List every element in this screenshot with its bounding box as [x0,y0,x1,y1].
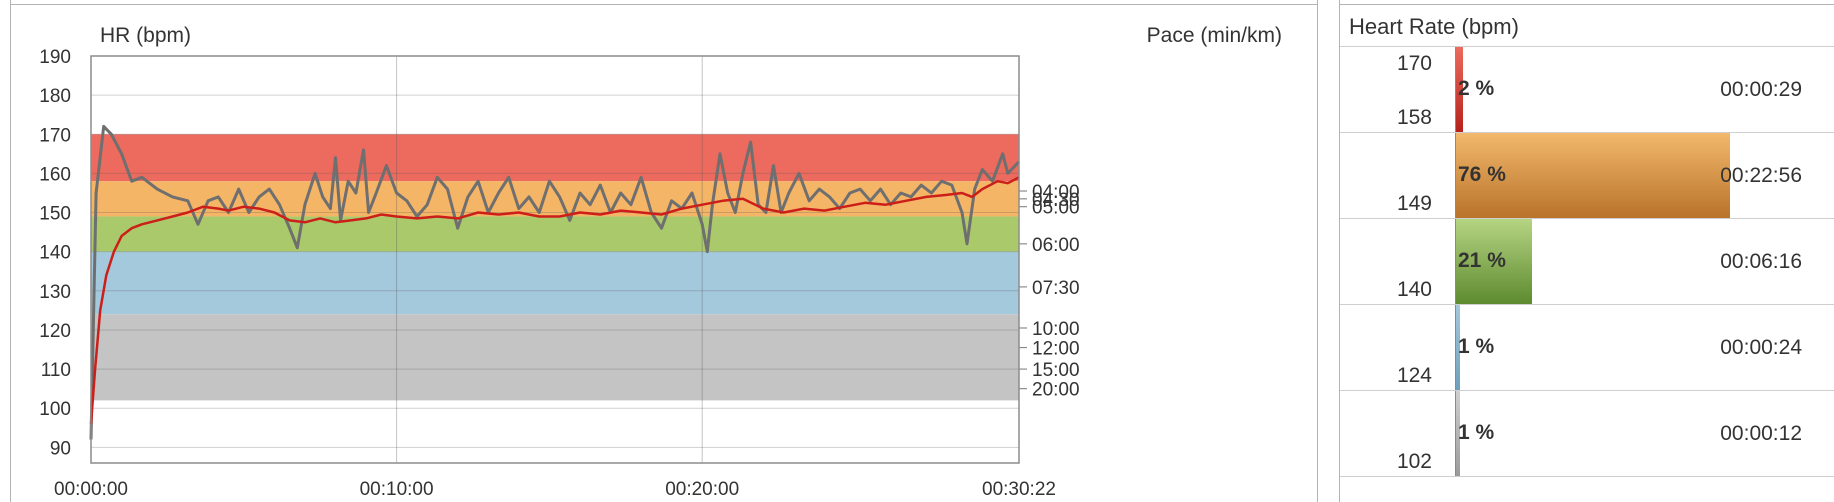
pace-tick-label: 04:00 [1032,182,1080,203]
hr-tick-label: 100 [39,399,71,420]
zone-row-3: 140 21 % 00:06:16 [1340,218,1834,305]
zone-axis-line [1455,305,1456,391]
zone-lower-bound: 158 [1396,106,1432,129]
hr-zone-band-3 [91,216,1019,252]
hr-tick-label: 150 [39,204,71,225]
time-tick-label: 00:10:00 [360,479,434,500]
zone-time-in-zone: 00:00:24 [1720,336,1802,359]
time-tick-label: 00:20:00 [665,479,739,500]
zone-time-in-zone: 00:06:16 [1720,250,1802,273]
series-lines [89,124,1021,440]
zone-percent-label: 2 % [1458,77,1495,100]
zone-lower-bound: 149 [1396,192,1432,215]
zone-percent-bar [1456,133,1730,219]
hr-zone-band-1 [91,134,1019,182]
zone-row-2: 149 76 % 00:22:56 [1340,132,1834,219]
zone-percent-bar [1456,219,1532,305]
hr-tick-label: 170 [39,125,71,146]
pace-tick-label: 20:00 [1032,380,1080,401]
pace-axis-label: Pace (min/km) [1147,24,1282,47]
zone-percent-bar [1456,391,1460,477]
pace-tick-label: 07:30 [1032,278,1080,299]
hr-zone-bands [91,134,1019,401]
hr-zone-band-5 [91,314,1019,401]
hr-tick-label: 130 [39,282,71,303]
hr-tick-label: 120 [39,321,71,342]
pace-line [89,176,1020,424]
hr-tick-labels: 190 180 170 160 150 140 130 120 110 100 90 [39,47,71,459]
time-tick-labels: 00:00:00 00:10:00 00:20:00 00:30:22 [54,479,1056,500]
pace-tick-label: 04:30 [1032,190,1080,211]
zone-time-in-zone: 00:00:29 [1720,78,1802,101]
grid [91,55,1019,463]
zone-lower-bound: 102 [1396,450,1432,473]
time-tick-label: 00:00:00 [54,479,128,500]
zone-table-bottom-line [1340,476,1834,477]
hr-zone-band-4 [91,251,1019,315]
zone-axis-line [1455,133,1456,219]
zone-lower-bound: 124 [1396,364,1432,387]
zone-percent-bar [1456,305,1460,391]
zone-percent-label: 21 % [1458,249,1506,272]
zone-time-in-zone: 00:00:12 [1720,422,1802,445]
plot-frame [90,55,1020,464]
heart-rate-chart: HR (bpm) Pace (min/km) 190 180 170 160 150 14… [39,24,1282,500]
hr-tick-label: 190 [39,47,71,68]
hr-tick-label: 180 [39,86,71,107]
zone-row-4: 124 1 % 00:00:24 [1340,304,1834,391]
pace-tick-label: 12:00 [1032,339,1080,360]
zone-time-in-zone: 00:22:56 [1720,164,1802,187]
heart-rate-line [89,124,1021,440]
zone-percent-label: 1 % [1458,421,1495,444]
pace-tick-label: 10:00 [1032,319,1080,340]
zone-percent-label: 1 % [1458,335,1495,358]
hr-zones-panel: Heart Rate (bpm) 170 158 2 % 00:00:29 149 76 … [1339,0,1834,502]
heart-rate-chart-panel: HR (bpm) Pace (min/km) 190 180 170 160 150 14… [10,0,1318,502]
hr-tick-label: 140 [39,243,71,264]
zone-percent-bar [1456,47,1464,133]
pace-tick-label: 15:00 [1032,360,1080,381]
zone-axis-line [1455,219,1456,305]
zones-panel-title: Heart Rate (bpm) [1349,14,1519,39]
pace-tick-label: 05:00 [1032,198,1080,219]
pace-tick-label: 06:00 [1032,235,1080,256]
time-tick-label: 00:30:22 [982,479,1056,500]
zone-row-1: 170 158 2 % 00:00:29 [1340,46,1834,133]
zone-axis-line [1455,391,1456,477]
zone-lower-bound: 140 [1396,278,1432,301]
zone-axis-line [1455,47,1456,133]
hr-tick-label: 160 [39,164,71,185]
zone-upper-bound: 170 [1396,52,1432,75]
zone-percent-label: 76 % [1458,163,1506,186]
hr-axis-label: HR (bpm) [100,24,191,47]
hr-tick-label: 110 [41,360,71,381]
hr-tick-label: 90 [50,438,71,459]
zone-row-5: 102 1 % 00:00:12 [1340,390,1834,477]
